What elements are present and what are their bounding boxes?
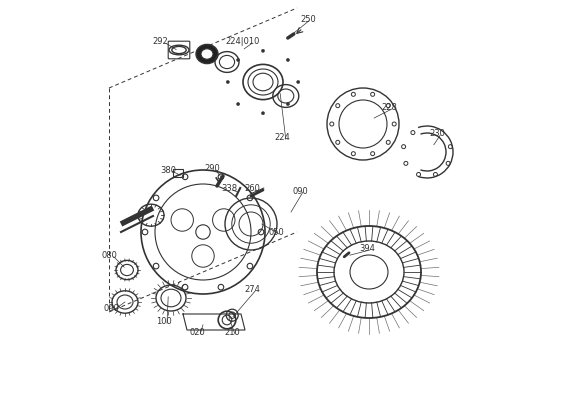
Circle shape [286,102,290,106]
Text: 100: 100 [156,318,172,326]
Text: 080: 080 [102,252,118,260]
Text: 050: 050 [268,228,284,237]
Circle shape [297,80,300,84]
Text: 224|010: 224|010 [226,38,260,46]
Circle shape [286,58,290,62]
Circle shape [236,58,240,62]
Text: 224: 224 [274,134,290,142]
Ellipse shape [196,44,218,64]
Text: 020: 020 [190,328,206,337]
Text: 292: 292 [153,38,168,46]
Circle shape [236,102,240,106]
Text: 090: 090 [103,304,119,313]
Text: 338: 338 [222,184,238,193]
Text: 274: 274 [244,286,260,294]
Text: 290: 290 [205,164,220,173]
Ellipse shape [201,49,213,59]
Text: 380: 380 [160,166,176,174]
Text: 230: 230 [429,130,445,138]
Circle shape [261,112,265,115]
Text: 090: 090 [292,187,308,196]
Circle shape [261,49,265,52]
Text: 250: 250 [301,15,316,24]
Text: 210: 210 [224,328,240,337]
Text: 228: 228 [381,104,397,112]
Circle shape [226,80,229,84]
Text: 394: 394 [359,244,375,253]
Text: 260: 260 [244,184,260,193]
Bar [173,169,183,177]
